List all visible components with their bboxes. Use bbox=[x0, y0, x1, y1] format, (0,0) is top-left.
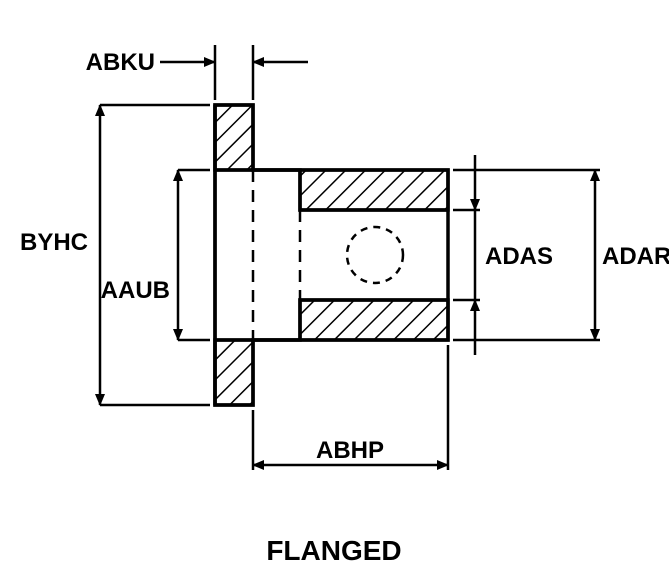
label-abhp: ABHP bbox=[316, 437, 384, 464]
hidden-circle bbox=[347, 227, 403, 283]
label-adar: ADAR bbox=[602, 243, 669, 270]
label-aaub: AAUB bbox=[101, 277, 170, 304]
dim-aaub: AAUB bbox=[101, 170, 210, 340]
label-adas: ADAS bbox=[485, 243, 553, 270]
bushing-cross-section bbox=[215, 105, 448, 405]
lower-section bbox=[215, 300, 448, 405]
upper-section bbox=[215, 105, 448, 210]
dim-abhp: ABHP bbox=[253, 345, 448, 470]
diagram-title: FLANGED bbox=[266, 535, 401, 566]
dim-abku: ABKU bbox=[86, 45, 308, 100]
flanged-bushing-diagram: ABKU BYHC AAUB ABHP ADAS ADAR FLANGE bbox=[0, 0, 669, 587]
label-byhc: BYHC bbox=[20, 229, 88, 256]
dim-byhc: BYHC bbox=[20, 105, 210, 405]
dim-adas: ADAS bbox=[453, 155, 553, 355]
label-abku: ABKU bbox=[86, 49, 155, 76]
